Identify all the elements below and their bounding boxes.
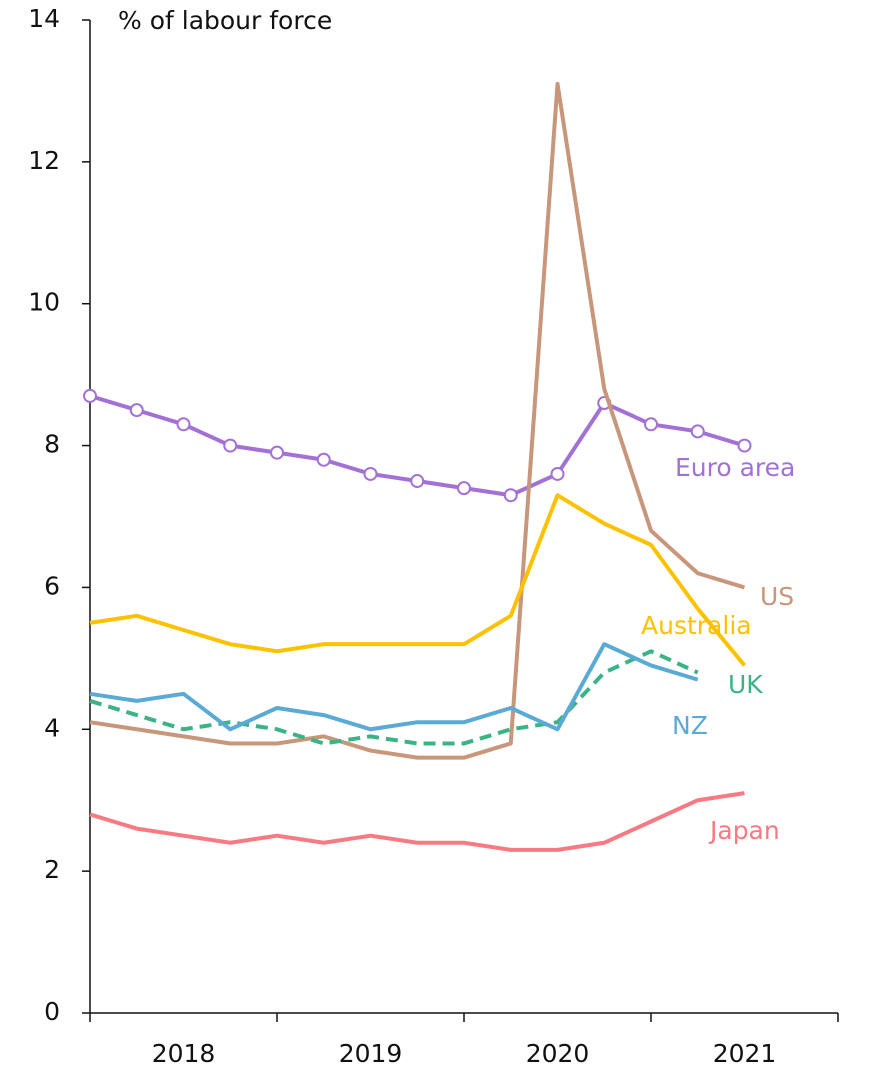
x-tick-label: 2018	[152, 1039, 216, 1068]
y-tick-label: 10	[28, 288, 60, 317]
y-tick-label: 0	[44, 997, 60, 1026]
y-tick-label: 2	[44, 855, 60, 884]
point-marker	[223, 438, 238, 453]
x-tick-label: 2020	[526, 1039, 590, 1068]
series-line	[89, 649, 699, 746]
y-tick-label: 14	[28, 4, 60, 33]
y-tick-label: 8	[44, 430, 60, 459]
series-label: Japan	[708, 816, 780, 845]
point-marker	[503, 488, 518, 503]
series-label: NZ	[672, 711, 708, 740]
point-marker	[457, 481, 471, 496]
point-marker	[644, 417, 658, 432]
x-tick-label: 2021	[713, 1039, 777, 1068]
series-line	[89, 791, 745, 852]
point-marker	[270, 445, 284, 460]
point-marker	[176, 417, 191, 432]
series-label: US	[760, 582, 794, 611]
series-line	[89, 81, 746, 760]
y-axis-label: % of labour force	[118, 6, 332, 35]
point-marker	[129, 403, 144, 418]
point-marker	[363, 466, 378, 481]
x-tick-label: 2019	[339, 1039, 403, 1068]
point-marker	[550, 466, 565, 481]
point-marker	[316, 452, 331, 467]
series-label: Euro area	[675, 453, 795, 482]
point-marker	[410, 474, 425, 489]
y-tick-label: 4	[44, 713, 60, 742]
y-tick-label: 12	[28, 146, 60, 175]
series-label: Australia	[641, 611, 752, 640]
point-marker	[83, 388, 97, 403]
series-line	[89, 493, 747, 667]
y-tick-label: 6	[44, 571, 60, 600]
point-marker	[737, 438, 752, 453]
series-label: UK	[728, 670, 763, 699]
series-line	[89, 642, 699, 732]
point-marker	[690, 424, 705, 439]
